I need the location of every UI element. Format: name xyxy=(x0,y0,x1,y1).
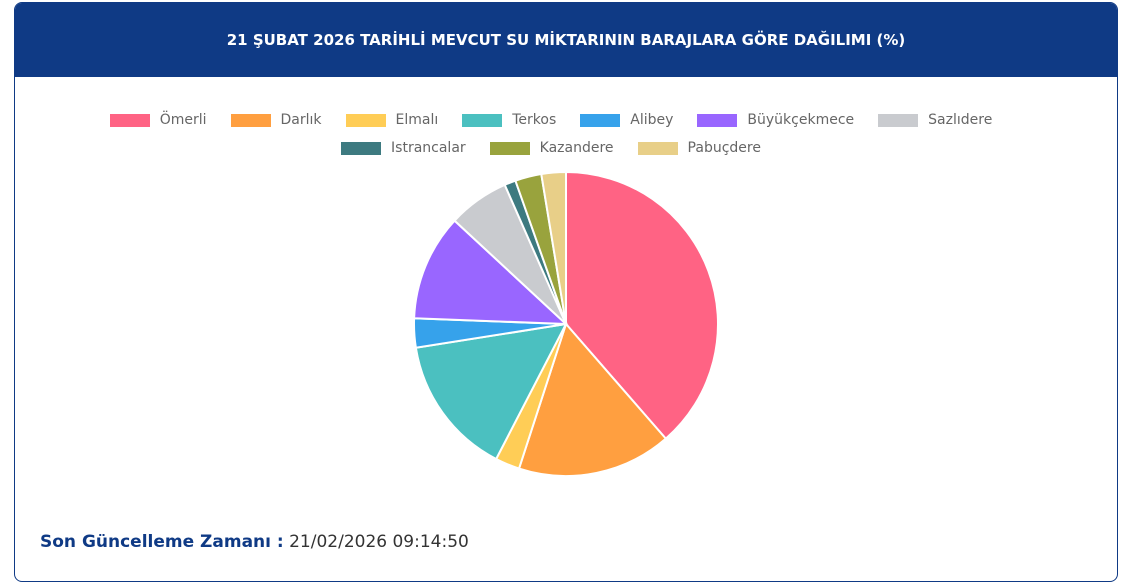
legend-label: Ömerli xyxy=(159,112,207,128)
legend-swatch xyxy=(878,113,919,127)
legend-item: Sazlıdere xyxy=(878,110,992,130)
pie-slice xyxy=(540,170,567,325)
pie-slice xyxy=(565,170,719,441)
legend-item: Alibey xyxy=(580,110,673,130)
footer-value: 21/02/2026 09:14:50 xyxy=(289,532,469,552)
legend-swatch xyxy=(230,113,271,127)
pie-slice xyxy=(413,219,569,326)
pie-slice xyxy=(414,322,568,461)
legend-label: Darlık xyxy=(280,112,322,128)
legend-item: Pabuçdere xyxy=(637,138,761,158)
legend-item: Darlık xyxy=(230,110,322,130)
legend-label: Pabuçdere xyxy=(687,140,761,156)
legend-label: Elmalı xyxy=(395,112,439,128)
pie-slice xyxy=(517,322,668,477)
legend-swatch xyxy=(341,141,382,155)
legend-item: Elmalı xyxy=(345,110,439,130)
legend-item: Istrancalar xyxy=(341,138,466,158)
legend-label: Kazandere xyxy=(539,140,614,156)
legend-label: Alibey xyxy=(630,112,674,128)
legend: Ömerli Darlık Elmalı Terkos Alibey Büyükçekme… xyxy=(40,110,1062,158)
legend-swatch xyxy=(109,113,150,127)
legend-swatch xyxy=(489,141,530,155)
legend-label: Büyükçekmece xyxy=(747,112,855,128)
legend-swatch xyxy=(462,113,503,127)
legend-swatch xyxy=(580,113,621,127)
chart-title: 21 ŞUBAT 2026 TARİHLİ MEVCUT SU MİKTARIN… xyxy=(15,3,1117,77)
footer: Son Güncelleme Zamanı : 21/02/2026 09:14… xyxy=(40,532,469,552)
legend-swatch xyxy=(637,141,678,155)
legend-item: Büyükçekmece xyxy=(697,110,854,130)
legend-swatch xyxy=(345,113,386,127)
legend-label: Terkos xyxy=(512,112,557,128)
legend-item: Terkos xyxy=(462,110,556,130)
legend-label: Sazlıdere xyxy=(928,112,993,128)
legend-item: Kazandere xyxy=(489,138,614,158)
chart-card: 21 ŞUBAT 2026 TARİHLİ MEVCUT SU MİKTARIN… xyxy=(14,2,1118,582)
footer-label: Son Güncelleme Zamanı : xyxy=(40,532,284,552)
legend-label: Istrancalar xyxy=(391,140,466,156)
legend-item: Ömerli xyxy=(109,110,207,130)
legend-swatch xyxy=(697,113,738,127)
